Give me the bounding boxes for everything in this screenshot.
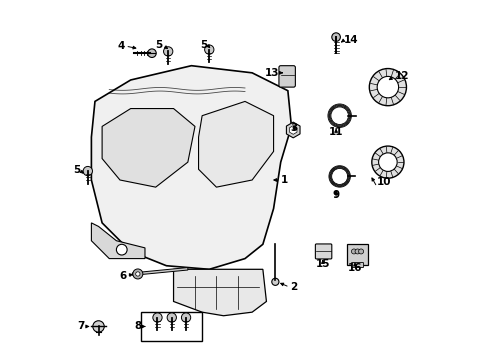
Circle shape — [153, 313, 162, 322]
Circle shape — [359, 249, 364, 254]
Circle shape — [117, 244, 127, 255]
Polygon shape — [287, 122, 300, 138]
Text: 15: 15 — [316, 259, 330, 269]
Polygon shape — [92, 66, 292, 269]
Circle shape — [167, 313, 176, 322]
Text: 8: 8 — [134, 321, 142, 332]
Circle shape — [351, 249, 356, 254]
Circle shape — [136, 272, 140, 276]
Circle shape — [181, 313, 191, 322]
Text: 5: 5 — [73, 165, 80, 175]
Circle shape — [379, 153, 397, 171]
Polygon shape — [102, 109, 195, 187]
Circle shape — [372, 146, 404, 178]
FancyBboxPatch shape — [347, 244, 368, 265]
Text: 16: 16 — [348, 262, 362, 273]
Text: 14: 14 — [344, 35, 359, 45]
FancyBboxPatch shape — [279, 66, 295, 87]
Text: 5: 5 — [156, 40, 163, 50]
Text: 3: 3 — [291, 123, 298, 133]
Circle shape — [377, 76, 398, 98]
Text: 11: 11 — [329, 127, 343, 137]
Circle shape — [369, 68, 407, 106]
FancyBboxPatch shape — [351, 262, 364, 267]
Circle shape — [332, 33, 341, 41]
Text: 7: 7 — [77, 321, 85, 332]
Polygon shape — [198, 102, 273, 187]
Circle shape — [147, 49, 156, 58]
Text: 9: 9 — [333, 190, 340, 200]
FancyBboxPatch shape — [316, 244, 332, 259]
Circle shape — [355, 249, 360, 254]
Polygon shape — [92, 223, 145, 258]
Text: 5: 5 — [200, 40, 207, 50]
Circle shape — [272, 278, 279, 285]
Polygon shape — [290, 126, 297, 134]
Text: 12: 12 — [394, 71, 409, 81]
Polygon shape — [132, 267, 188, 275]
Text: 6: 6 — [119, 271, 126, 281]
Circle shape — [133, 269, 143, 279]
Circle shape — [93, 321, 104, 332]
Circle shape — [164, 47, 173, 56]
Text: 2: 2 — [290, 282, 297, 292]
Polygon shape — [173, 269, 267, 316]
Text: 1: 1 — [281, 175, 288, 185]
Circle shape — [205, 45, 214, 54]
Text: 13: 13 — [265, 68, 279, 78]
Circle shape — [83, 166, 93, 176]
Text: 10: 10 — [377, 177, 392, 187]
Text: 4: 4 — [118, 41, 125, 51]
